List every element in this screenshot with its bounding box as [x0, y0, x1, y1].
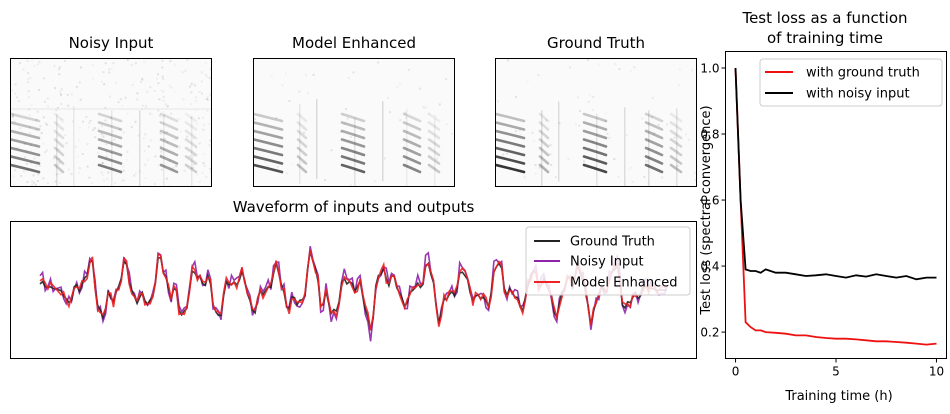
spectrogram-model-enhanced	[253, 58, 455, 187]
legend-label-ground-truth: Ground Truth	[570, 235, 655, 250]
spectrogram-enhanced-svg	[254, 61, 453, 186]
loss-y-axis-label: Test loss (spectral convergence)	[700, 105, 714, 315]
y-tick-label: 0.2	[700, 326, 719, 340]
legend-label-noisy-input: Noisy Input	[570, 255, 644, 270]
x-tick-label: 5	[832, 365, 840, 379]
spectrogram-ground-truth	[495, 58, 697, 187]
loss-series-line-0	[734, 67, 937, 346]
y-tick-label: 0.8	[700, 128, 719, 142]
loss-chart-title-line-1: Test loss as a function	[742, 9, 908, 27]
x-tick-label: 10	[929, 365, 944, 379]
spectrogram-title-noisy: Noisy Input	[68, 34, 154, 52]
loss-legend: with ground truth with noisy input	[759, 58, 943, 107]
legend-label-model-enhanced: Model Enhanced	[570, 276, 677, 291]
spectrogram-noisy-input	[10, 58, 212, 187]
loss-chart-title-line-2: of training time	[767, 29, 883, 47]
spectrogram-noisy-svg	[11, 59, 211, 186]
x-tick-label: 0	[732, 365, 740, 379]
waveform-plot: Ground Truth Noisy Input Model Enhanced	[10, 221, 697, 359]
spectrogram-ground-truth-svg	[496, 59, 696, 186]
waveform-title: Waveform of inputs and outputs	[232, 198, 475, 216]
legend-label-with-ground-truth: with ground truth	[806, 66, 920, 81]
y-tick-label: 0.4	[700, 260, 719, 274]
y-tick-label: 0.6	[700, 194, 719, 208]
loss-chart: 0 5 10 0.2 0.4 0.6 0.8 1.0 Training time (h) Te…	[700, 51, 947, 404]
waveform-legend: Ground Truth Noisy Input Model Enhanced	[525, 226, 691, 296]
waveform-panel: Ground Truth Noisy Input Model Enhanced	[10, 221, 697, 359]
loss-series-line-1	[734, 67, 937, 281]
y-tick-label: 1.0	[700, 62, 719, 76]
legend-label-with-noisy-input: with noisy input	[806, 87, 910, 102]
spectrogram-title-enhanced: Model Enhanced	[292, 34, 416, 52]
spectrogram-title-ground-truth: Ground Truth	[547, 34, 645, 52]
loss-x-axis-label: Training time (h)	[784, 389, 892, 404]
